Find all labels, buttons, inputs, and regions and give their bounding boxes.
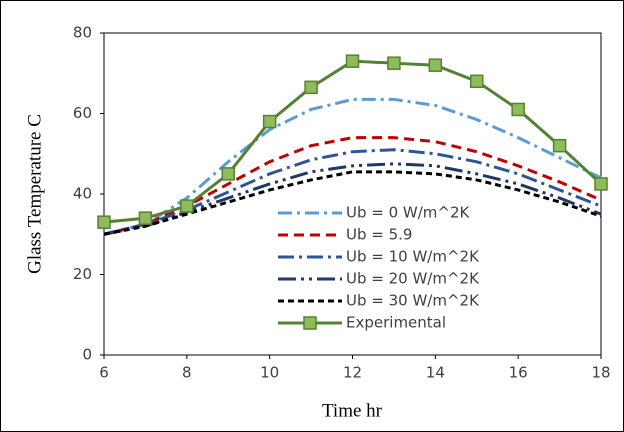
marker [428, 58, 443, 72]
legend-label: Ub = 10 W/m^2K [346, 248, 480, 266]
marker [180, 199, 194, 213]
x-tick-label: 16 [509, 364, 528, 382]
series-line [103, 97, 602, 236]
marker [470, 74, 484, 89]
marker [345, 54, 360, 68]
marker [511, 102, 525, 117]
series-line [103, 148, 602, 236]
x-tick-label: 18 [591, 364, 610, 382]
x-tick-label: 6 [99, 364, 109, 382]
y-tick-label: 0 [82, 346, 92, 364]
y-tick-label: 60 [73, 104, 92, 122]
y-tick-label: 80 [73, 24, 92, 42]
x-tick-label: 14 [426, 364, 445, 382]
series-line [103, 170, 602, 236]
y-axis-label: Glass Temperature C [24, 114, 45, 274]
legend-label: Ub = 5.9 [346, 226, 412, 244]
marker [304, 80, 318, 95]
marker [387, 56, 401, 70]
x-tick-label: 8 [182, 364, 192, 382]
legend-label: Ub = 30 W/m^2K [346, 292, 480, 310]
y-tick-label: 40 [73, 185, 92, 203]
marker [221, 167, 235, 181]
marker [138, 211, 153, 225]
x-tick-label: 10 [260, 364, 279, 382]
x-axis-label: Time hr [322, 400, 383, 421]
marker [97, 215, 111, 229]
legend-label: Ub = 20 W/m^2K [346, 270, 480, 288]
marker [594, 177, 608, 191]
legend-label: Ub = 0 W/m^2K [346, 204, 471, 222]
marker [262, 114, 277, 129]
legend-label: Experimental [346, 314, 446, 332]
x-tick-label: 12 [343, 364, 362, 382]
marker [552, 138, 567, 153]
y-tick-label: 20 [73, 265, 92, 283]
legend-marker [303, 316, 317, 330]
